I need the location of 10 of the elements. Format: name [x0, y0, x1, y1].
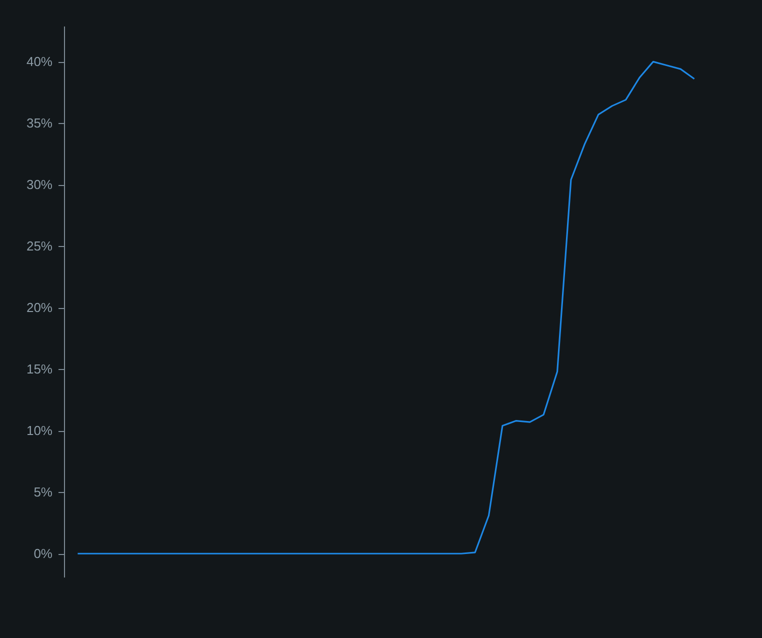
- y-tick-label: 35%: [26, 116, 53, 131]
- y-tick-label: 25%: [26, 238, 53, 254]
- y-tick-label: 0%: [34, 546, 53, 562]
- y-tick-label: 40%: [26, 54, 53, 70]
- y-tick-label: 15%: [26, 362, 53, 377]
- line-series: [76, 60, 696, 554]
- y-tick-label: 20%: [26, 300, 53, 316]
- y-tick-label: 10%: [26, 423, 53, 438]
- y-tick-label: 30%: [26, 177, 53, 192]
- y-tick-label: 5%: [34, 484, 53, 500]
